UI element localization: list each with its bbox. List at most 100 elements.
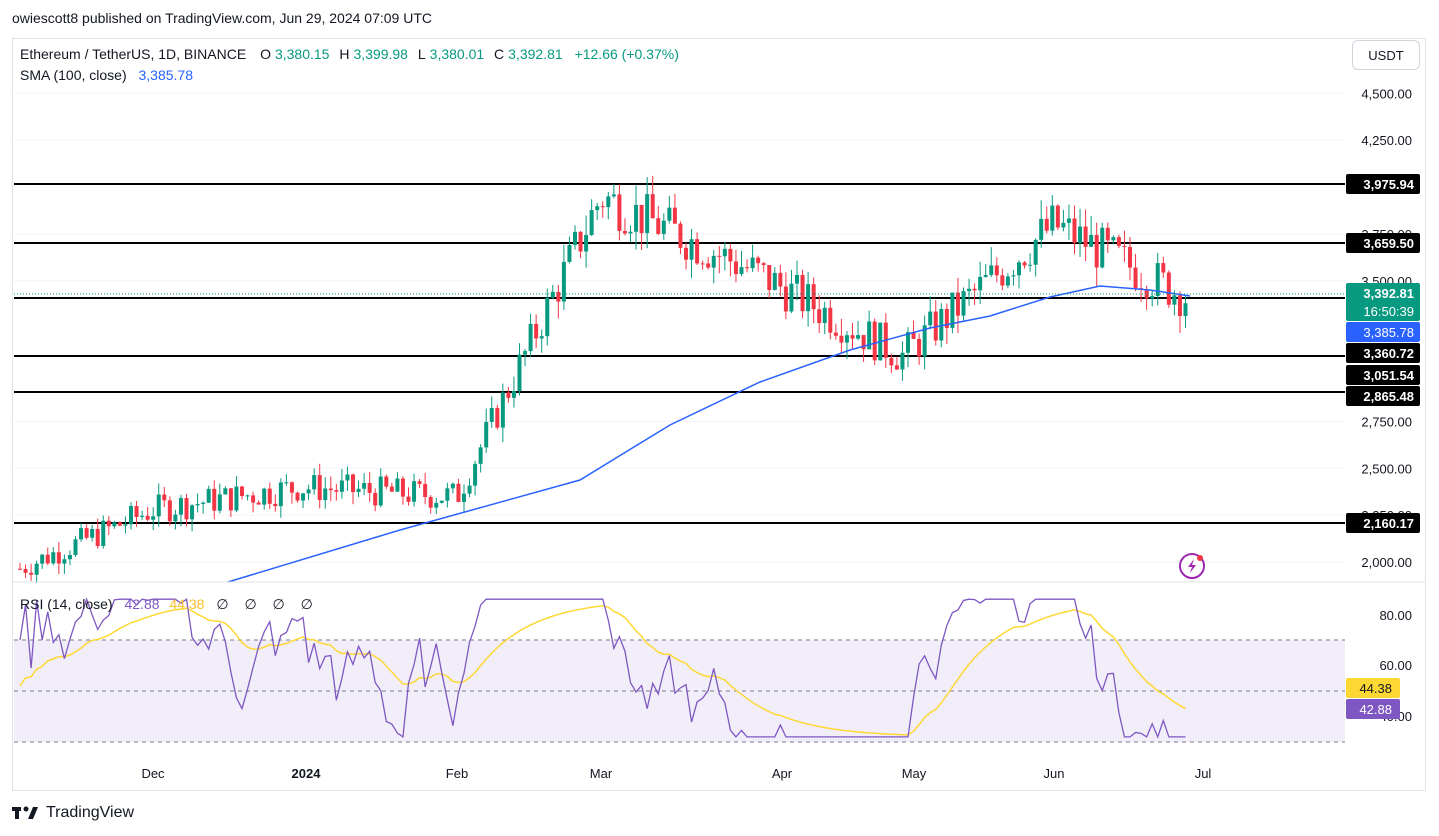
candle-body — [567, 244, 572, 262]
publisher-caption: owiescott8 published on TradingView.com,… — [12, 10, 432, 26]
candle-body — [484, 421, 489, 448]
candle-body — [301, 493, 306, 501]
candle-body — [645, 194, 650, 234]
candle-body — [772, 272, 777, 291]
candle-body — [728, 248, 733, 262]
time-axis: Dec 2024 Feb Mar Apr May Jun Jul — [141, 766, 1211, 781]
candle-body — [967, 288, 972, 292]
sma-value: 3,385.78 — [138, 67, 194, 83]
symbol-title[interactable]: Ethereum / TetherUS, 1D, BINANCE — [20, 46, 247, 62]
level-tag — [1346, 365, 1420, 385]
sma-label: SMA (100, close) — [20, 67, 127, 83]
candle-body — [40, 554, 45, 564]
rsi-legend[interactable]: RSI (14, close) 42.88 44.38 ∅ ∅ ∅ ∅ — [20, 596, 323, 613]
candle-body — [1144, 289, 1149, 299]
candle-body — [228, 488, 233, 511]
candle-body — [795, 274, 799, 284]
candle-body — [317, 475, 322, 501]
candle-body — [323, 488, 328, 501]
candle-body — [600, 206, 605, 208]
candle-body — [917, 338, 922, 357]
candle-body — [367, 483, 372, 493]
candle-body — [1072, 218, 1077, 243]
candle-body — [129, 505, 133, 525]
candle-body — [767, 265, 772, 291]
candle-body — [800, 274, 805, 312]
candle-body — [245, 495, 250, 497]
candle-body — [273, 503, 278, 507]
candle-body — [267, 488, 272, 504]
candle-body — [661, 220, 666, 234]
candle-body — [972, 288, 977, 291]
candle-body — [1044, 218, 1049, 231]
candle-body — [173, 514, 178, 522]
footer[interactable]: TradingView — [12, 804, 134, 822]
candle-body — [167, 500, 172, 522]
candle-body — [1017, 262, 1021, 276]
candle-body — [395, 478, 400, 492]
candle-body — [151, 516, 156, 520]
candle-body — [573, 231, 577, 245]
candle-body — [1028, 264, 1033, 266]
lightning-icon[interactable] — [1179, 553, 1205, 579]
candle-body — [722, 248, 727, 257]
candle-body — [550, 291, 555, 298]
candle-body — [289, 482, 294, 493]
candle-body — [1094, 234, 1099, 268]
current-price-label: 3,392.81 — [1363, 286, 1414, 301]
candle-body — [1050, 205, 1055, 231]
level-tag-label: 2,865.48 — [1363, 389, 1414, 404]
footer-brand: TradingView — [46, 804, 135, 821]
rsi-tick-label: 60.00 — [1379, 658, 1412, 673]
candle-body — [867, 321, 872, 350]
candle-body — [73, 539, 78, 555]
candle-body — [928, 311, 933, 326]
candle-body — [733, 261, 738, 275]
candle-body — [684, 247, 688, 260]
candle-body — [1000, 275, 1005, 286]
candle-body — [234, 486, 239, 511]
candle-body — [356, 488, 361, 493]
candle-body — [1066, 218, 1071, 223]
candles — [18, 175, 1188, 583]
candle-body — [362, 483, 367, 489]
candle-body — [123, 524, 128, 526]
candle-body — [950, 292, 955, 328]
candle-body — [328, 488, 333, 491]
candle-body — [384, 476, 389, 487]
candle-body — [345, 474, 350, 481]
candle-body — [334, 490, 339, 492]
currency-button[interactable]: USDT — [1352, 40, 1420, 70]
level-tag — [1346, 233, 1420, 253]
candle-body — [478, 447, 483, 464]
candle-body — [145, 515, 150, 520]
candle-body — [545, 297, 550, 337]
close-label: C — [494, 46, 505, 62]
candle-body — [306, 489, 311, 494]
candle-body — [489, 407, 494, 422]
price-axis: 2,000.002,250.002,500.002,750.003,500.00… — [1346, 86, 1420, 570]
current-price-tag — [1346, 283, 1420, 321]
candle-body — [29, 572, 34, 575]
level-tag — [1346, 343, 1420, 363]
candle-body — [439, 500, 444, 503]
candle-body — [251, 495, 256, 503]
level-tag-label: 3,360.72 — [1363, 346, 1414, 361]
candle-body — [889, 357, 894, 366]
x-tick-label: 2024 — [292, 766, 322, 781]
x-tick-label: Jul — [1195, 766, 1212, 781]
y-tick-label: 2,500.00 — [1361, 461, 1412, 476]
candle-body — [900, 352, 905, 370]
candle-body — [1172, 295, 1177, 305]
candle-body — [1033, 239, 1038, 265]
candle-body — [1183, 303, 1188, 317]
candle-body — [223, 488, 228, 495]
candle-body — [117, 522, 122, 526]
candle-body — [495, 407, 500, 428]
candle-body — [822, 307, 827, 324]
candle-body — [351, 474, 355, 493]
candle-body — [1100, 227, 1105, 268]
sma-legend[interactable]: SMA (100, close) 3,385.78 — [20, 67, 197, 83]
high-value: 3,399.98 — [353, 46, 408, 62]
